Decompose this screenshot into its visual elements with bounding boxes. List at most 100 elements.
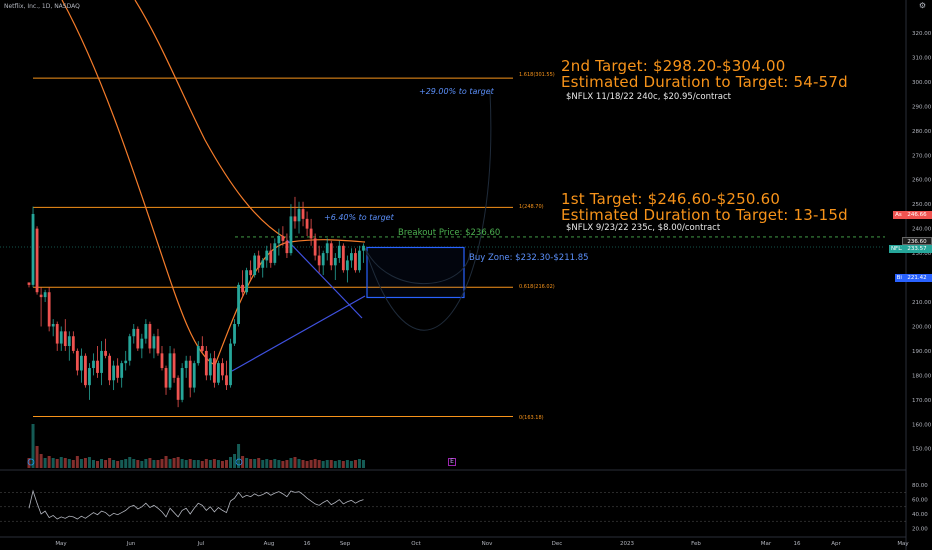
volume-bar xyxy=(269,460,273,468)
volume-bar xyxy=(83,458,87,468)
volume-bar xyxy=(39,454,43,468)
volume-bar xyxy=(333,461,337,468)
volume-bar xyxy=(136,460,140,468)
y-tick-label: 250.00 xyxy=(912,202,932,208)
volume-bar xyxy=(104,460,108,468)
volume-bar xyxy=(128,457,132,468)
candle-body xyxy=(104,350,107,356)
y-tick-label: 160.00 xyxy=(912,422,932,428)
candle-body xyxy=(84,355,87,386)
fib-1618-label: 1.618(301.55) xyxy=(519,72,555,78)
x-tick-label: May xyxy=(897,541,909,547)
volume-bar xyxy=(249,459,253,468)
rsi-tick-label: 20.00 xyxy=(912,526,928,532)
candle-body xyxy=(309,228,313,239)
candle-body xyxy=(281,235,285,241)
candle-body xyxy=(273,243,277,263)
candle-body xyxy=(88,368,91,386)
earnings-icon[interactable]: E xyxy=(448,458,456,466)
fib-0618-label: 0.618(216.02) xyxy=(519,284,555,290)
rsi-line xyxy=(28,489,364,520)
volume-bar xyxy=(156,460,160,468)
candle-body xyxy=(108,355,111,381)
volume-bar xyxy=(261,460,265,468)
candle-body xyxy=(180,368,184,400)
breakout-label: Breakout Price: $236.60 xyxy=(398,228,501,238)
candle-body xyxy=(164,368,168,388)
y-tick-label: 180.00 xyxy=(912,373,932,379)
volume-bar xyxy=(196,460,200,468)
volume-bar xyxy=(216,460,220,468)
trendline xyxy=(286,239,363,319)
settings-icon[interactable]: ⚙ xyxy=(918,1,926,10)
candle-body xyxy=(269,250,273,263)
target1-option: $NFLX 9/23/22 235c, $8.00/contract xyxy=(566,223,721,233)
candle-body xyxy=(168,353,172,388)
candle-body xyxy=(196,346,200,364)
ask-tag: Ask xyxy=(893,211,907,219)
x-tick-label: Jun xyxy=(126,541,136,547)
volume-bar xyxy=(329,460,333,468)
rsi-tick-label: 60.00 xyxy=(912,498,928,504)
y-tick-label: 230.00 xyxy=(912,251,932,257)
ask-value-tag: 246.66 xyxy=(902,211,932,219)
candle-body xyxy=(31,213,35,285)
x-tick-label: Mar xyxy=(761,541,772,547)
volume-bar xyxy=(337,460,341,468)
x-tick-label: 16 xyxy=(794,541,801,547)
volume-bar xyxy=(180,459,184,468)
y-tick-label: 190.00 xyxy=(912,349,932,355)
volume-bar xyxy=(148,458,152,468)
volume-bar xyxy=(297,459,301,468)
candle-body xyxy=(285,240,289,254)
volume-bar xyxy=(257,458,261,468)
target1-title: 1st Target: $246.60-$250.60 xyxy=(561,190,781,208)
candle-body xyxy=(148,324,152,349)
y-tick-label: 170.00 xyxy=(912,398,932,404)
volume-bar xyxy=(293,457,297,468)
volume-bar xyxy=(116,461,120,468)
volume-bar xyxy=(204,459,208,468)
candle-body xyxy=(313,238,317,256)
moving-average-line xyxy=(134,0,286,239)
pct-target1-label: +6.40% to target xyxy=(324,213,394,222)
symbol-line: Netflix, Inc., 1D, NASDAQ xyxy=(4,3,80,10)
y-tick-label: 210.00 xyxy=(912,300,932,306)
candle-body xyxy=(321,253,325,266)
candle-body xyxy=(245,270,249,293)
candle-body xyxy=(132,328,136,337)
trendline xyxy=(231,295,366,372)
volume-bar xyxy=(325,460,329,468)
y-tick-label: 300.00 xyxy=(912,80,932,86)
x-tick-label: Feb xyxy=(691,541,701,547)
volume-bar xyxy=(357,459,361,468)
candle-body xyxy=(261,260,265,268)
fib-1-label: 1(248.70) xyxy=(519,204,544,210)
volume-bar xyxy=(321,461,325,468)
candle-body xyxy=(156,336,160,354)
bid-tag: Bid xyxy=(895,274,907,282)
target2-duration: Estimated Duration to Target: 54-57d xyxy=(561,73,848,91)
candle-body xyxy=(297,209,301,222)
candle-body xyxy=(253,255,257,276)
volume-bar xyxy=(273,459,277,468)
last-price-tag: 236.60 xyxy=(902,237,932,245)
volume-bar xyxy=(305,461,309,468)
volume-bar xyxy=(188,459,192,468)
candle-body xyxy=(100,350,103,373)
volume-bar xyxy=(35,446,39,468)
x-tick-label: Nov xyxy=(482,541,493,547)
candle-body xyxy=(35,228,39,293)
candle-body xyxy=(79,355,83,371)
volume-bar xyxy=(124,459,128,468)
volume-bar xyxy=(55,459,59,468)
current-price-tag: 233.57 xyxy=(902,245,932,253)
candle-body xyxy=(325,243,329,254)
candle-body xyxy=(265,250,269,261)
volume-bar xyxy=(208,460,212,468)
volume-bar xyxy=(67,459,71,468)
pct-target2-label: +29.00% to target xyxy=(419,87,494,96)
volume-bar xyxy=(353,460,357,468)
volume-bar xyxy=(47,456,51,468)
